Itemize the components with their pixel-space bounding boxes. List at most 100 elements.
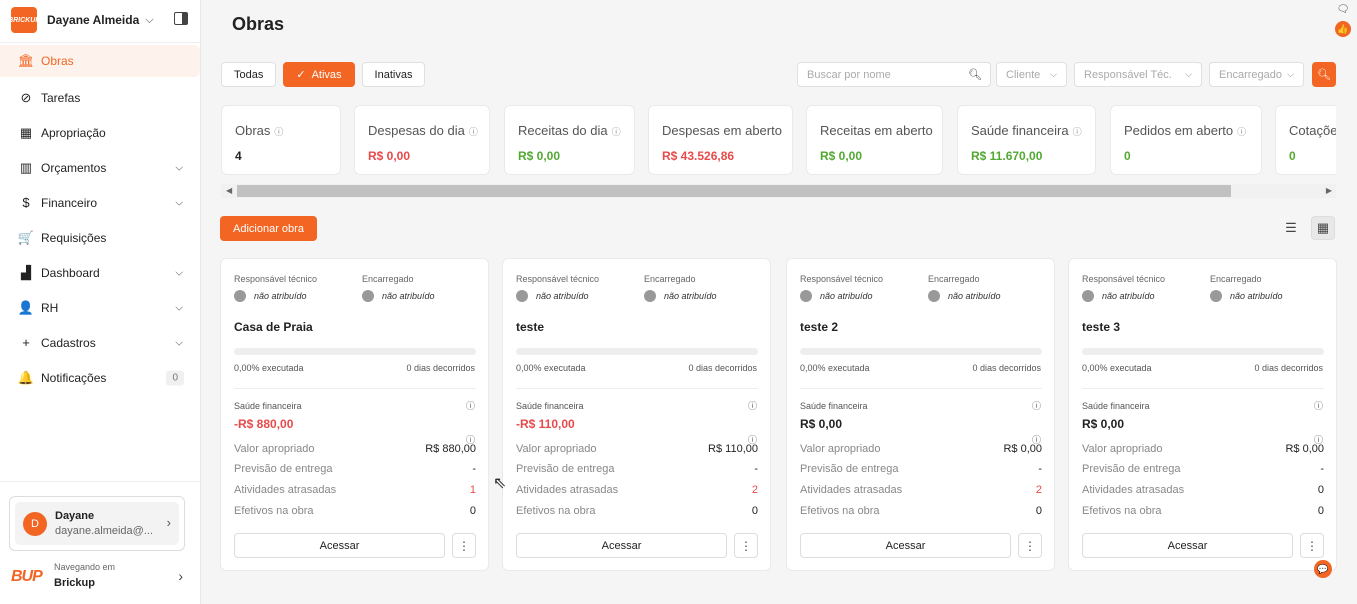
horizontal-scrollbar[interactable]: ◀ ▶ <box>221 184 1336 198</box>
filter-inativas-button[interactable]: Inativas <box>361 62 426 87</box>
info-icon[interactable]: ⓘ <box>1313 401 1323 411</box>
sidebar-item-notificacoes[interactable]: 🔔 Notificações 0 <box>0 360 200 395</box>
account-switcher[interactable]: BRICKUP Dayane Almeida ⌵ <box>8 6 191 34</box>
access-button[interactable]: Acessar <box>1082 533 1293 558</box>
sidebar-item-rh[interactable]: 👤 RH ⌵ <box>0 290 200 325</box>
financial-health-value: -R$ 110,00 <box>516 417 575 431</box>
info-icon[interactable]: ⓘ <box>747 435 757 445</box>
progress-bar <box>516 348 758 355</box>
scroll-right-icon[interactable]: ▶ <box>1325 186 1332 195</box>
select-placeholder: Cliente <box>1006 68 1041 81</box>
sidebar-item-label: Tarefas <box>41 90 81 105</box>
unassigned-text: não atribuído <box>948 291 1001 301</box>
divider <box>1082 388 1324 389</box>
filter-todas-button[interactable]: Todas <box>221 62 277 87</box>
stat-label: Cotaçõe <box>1289 123 1336 138</box>
filter-label: Todas <box>234 68 264 81</box>
info-icon[interactable]: ⓘ <box>1031 435 1041 445</box>
foreman-select[interactable]: Encarregado ⌵ <box>1209 62 1304 87</box>
unassigned-text: não atribuído <box>1230 291 1283 301</box>
financial-health-label: Saúde financeira <box>800 401 868 411</box>
stat-value: R$ 43.526,86 <box>662 149 735 163</box>
user-profile-inner[interactable]: D Dayane dayane.almeida@... › <box>15 502 179 545</box>
scrollbar-thumb[interactable] <box>237 185 1231 197</box>
sidebar-collapse-icon[interactable] <box>174 12 188 25</box>
appropriated-row: Valor apropriado R$ 0,00 <box>800 443 1042 455</box>
row-label: Previsão de entrega <box>1082 463 1181 475</box>
more-options-button[interactable]: ⋮ <box>1018 533 1042 558</box>
more-options-button[interactable]: ⋮ <box>1300 533 1324 558</box>
obra-card: Responsável técnico Encarregado não atribu… <box>220 258 489 571</box>
more-options-button[interactable]: ⋮ <box>734 533 758 558</box>
more-options-button[interactable]: ⋮ <box>452 533 476 558</box>
row-value: 1 <box>469 484 476 496</box>
stat-value: 0 <box>1124 149 1131 163</box>
divider <box>0 481 200 482</box>
cart-icon: 🛒 <box>17 229 35 245</box>
info-icon[interactable]: ⓘ <box>1072 127 1082 137</box>
foreman-label: Encarregado <box>928 274 980 284</box>
client-select[interactable]: Cliente ⌵ <box>996 62 1067 87</box>
stat-card: Cotaçõe 0 <box>1275 105 1336 175</box>
grid-view-icon[interactable]: ▦ <box>1311 216 1335 240</box>
sidebar-item-cadastros[interactable]: + Cadastros ⌵ <box>0 325 200 360</box>
thumbs-up-icon[interactable]: 👍 <box>1335 21 1351 37</box>
row-value: - <box>1038 463 1042 475</box>
check-icon: ✓ <box>296 69 306 81</box>
info-icon[interactable]: ⓘ <box>747 401 757 411</box>
top-right-widgets: 🗨 👍 <box>1335 4 1351 37</box>
unassigned-text: não atribuído <box>1102 291 1155 301</box>
access-button[interactable]: Acessar <box>516 533 727 558</box>
stat-label: Receitas do dia <box>518 123 608 138</box>
access-button[interactable]: Acessar <box>800 533 1011 558</box>
info-icon[interactable]: ⓘ <box>1031 401 1041 411</box>
add-obra-button[interactable]: Adicionar obra <box>220 216 317 241</box>
workspace-switcher[interactable]: BUP Navegando em Brickup › <box>11 560 191 594</box>
sidebar-item-label: Dashboard <box>41 265 100 280</box>
scroll-left-icon[interactable]: ◀ <box>226 186 233 195</box>
user-placeholder-icon <box>362 290 374 302</box>
days-elapsed: 0 dias decorridos <box>688 363 757 373</box>
list-view-icon[interactable]: ☰ <box>1285 220 1297 235</box>
days-elapsed: 0 dias decorridos <box>1254 363 1323 373</box>
sidebar-item-tarefas[interactable]: ⊘ Tarefas <box>0 80 200 115</box>
chat-icon[interactable]: 💬 <box>1314 560 1332 578</box>
foreman-value: não atribuído <box>1210 290 1283 302</box>
sidebar-item-requisicoes[interactable]: 🛒 Requisições <box>0 220 200 255</box>
staff-row: Efetivos na obra 0 <box>234 505 476 517</box>
sidebar-item-apropriacao[interactable]: ▦ Apropriação <box>0 115 200 150</box>
stat-value: 0 <box>1289 149 1296 163</box>
info-icon[interactable]: ⓘ <box>1237 127 1247 137</box>
info-icon[interactable]: ⓘ <box>1313 435 1323 445</box>
filter-ativas-button[interactable]: ✓ Ativas <box>283 62 355 87</box>
user-profile-card[interactable]: D Dayane dayane.almeida@... › <box>9 496 185 551</box>
info-icon[interactable]: ⓘ <box>611 127 621 137</box>
info-icon[interactable]: ⓘ <box>468 127 478 137</box>
info-icon[interactable]: ⓘ <box>465 435 475 445</box>
sidebar-item-label: Orçamentos <box>41 160 107 175</box>
bell-icon: 🔔 <box>17 369 35 385</box>
progress-bar <box>1082 348 1324 355</box>
responsible-select[interactable]: Responsável Téc. ⌵ <box>1074 62 1202 87</box>
delivery-row: Previsão de entrega - <box>234 463 476 475</box>
search-input[interactable] <box>797 62 991 87</box>
unassigned-text: não atribuído <box>254 291 307 301</box>
obra-card: Responsável técnico Encarregado não atribu… <box>786 258 1055 571</box>
sidebar-item-obras[interactable]: 🏛 Obras <box>0 45 200 77</box>
access-button[interactable]: Acessar <box>234 533 445 558</box>
sidebar-item-dashboard[interactable]: ▟ Dashboard ⌵ <box>0 255 200 290</box>
brand-logo: BRICKUP <box>8 7 40 33</box>
late-activities-row: Atividades atrasadas 2 <box>800 484 1042 496</box>
info-icon[interactable]: ⓘ <box>274 127 284 137</box>
sidebar-item-label: Notificações <box>41 370 107 385</box>
sidebar-item-label: Obras <box>41 54 74 68</box>
feedback-icon[interactable]: 🗨 <box>1336 4 1350 15</box>
filter-label: Ativas <box>311 68 342 81</box>
stat-value: 4 <box>235 149 242 163</box>
row-label: Valor apropriado <box>1082 443 1163 455</box>
info-icon[interactable]: ⓘ <box>465 401 475 411</box>
sidebar-item-financeiro[interactable]: $ Financeiro ⌵ <box>0 185 200 220</box>
sidebar-item-orcamentos[interactable]: ▥ Orçamentos ⌵ <box>0 150 200 185</box>
search-button[interactable]: 🔍︎ <box>1312 62 1336 87</box>
appropriated-row: Valor apropriado R$ 110,00 <box>516 443 758 455</box>
